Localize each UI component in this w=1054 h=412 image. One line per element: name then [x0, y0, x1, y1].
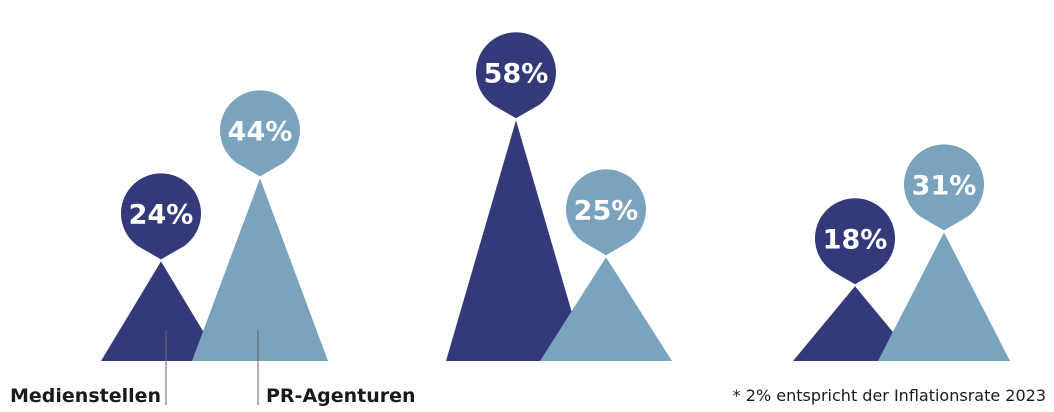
- bubbles-layer: 24% 44% 58% 25% 18% 31%: [121, 32, 985, 285]
- footnote: * 2% entspricht der Inflationsrate 2023: [733, 386, 1046, 405]
- peak-pr-agenturen-1: [192, 178, 328, 361]
- value-bubble-pr-agenturen-3: [904, 144, 985, 231]
- value-label-pr-agenturen-1: 44%: [228, 116, 293, 147]
- value-bubble-medienstellen-2: [475, 32, 556, 119]
- peaks-layer: [101, 120, 1010, 361]
- peak-medienstellen-3: [793, 286, 917, 361]
- legend-label-medienstellen: Medienstellen: [10, 385, 161, 407]
- value-bubble-pr-agenturen-1: [220, 90, 301, 177]
- legend-label-pr-agenturen: PR-Agenturen: [266, 385, 416, 407]
- value-bubble-medienstellen-1: [121, 173, 201, 260]
- peak-pr-agenturen-2: [540, 257, 672, 361]
- peak-medienstellen-1: [101, 261, 221, 361]
- value-label-pr-agenturen-3: 31%: [912, 170, 977, 201]
- value-label-pr-agenturen-2: 25%: [574, 195, 639, 226]
- value-bubble-pr-agenturen-2: [566, 169, 646, 256]
- value-label-medienstellen-3: 18%: [823, 224, 888, 255]
- value-label-medienstellen-2: 58%: [484, 58, 549, 89]
- peak-medienstellen-2: [446, 120, 586, 361]
- peak-pr-agenturen-3: [878, 232, 1010, 361]
- value-bubble-medienstellen-3: [814, 198, 896, 285]
- value-label-medienstellen-1: 24%: [129, 199, 194, 230]
- legend: Medienstellen PR-Agenturen: [10, 330, 416, 407]
